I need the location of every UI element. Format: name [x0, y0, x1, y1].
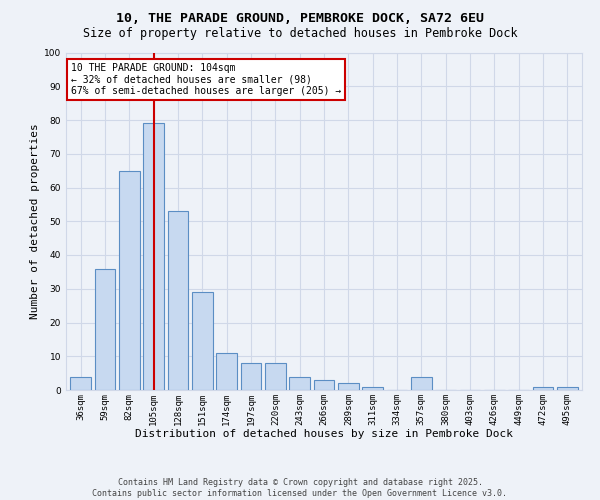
Bar — [241, 363, 262, 390]
Bar — [362, 386, 383, 390]
Bar — [143, 124, 164, 390]
Bar — [167, 211, 188, 390]
Bar — [289, 376, 310, 390]
Text: 10 THE PARADE GROUND: 104sqm
← 32% of detached houses are smaller (98)
67% of se: 10 THE PARADE GROUND: 104sqm ← 32% of de… — [71, 62, 341, 96]
Bar — [557, 386, 578, 390]
Text: Contains HM Land Registry data © Crown copyright and database right 2025.
Contai: Contains HM Land Registry data © Crown c… — [92, 478, 508, 498]
Bar — [192, 292, 212, 390]
Bar — [70, 376, 91, 390]
Text: Size of property relative to detached houses in Pembroke Dock: Size of property relative to detached ho… — [83, 28, 517, 40]
Bar — [314, 380, 334, 390]
Bar — [338, 383, 359, 390]
Text: 10, THE PARADE GROUND, PEMBROKE DOCK, SA72 6EU: 10, THE PARADE GROUND, PEMBROKE DOCK, SA… — [116, 12, 484, 26]
Bar — [411, 376, 432, 390]
Y-axis label: Number of detached properties: Number of detached properties — [30, 124, 40, 319]
Bar — [119, 170, 140, 390]
Bar — [95, 268, 115, 390]
Bar — [216, 353, 237, 390]
Bar — [533, 386, 553, 390]
X-axis label: Distribution of detached houses by size in Pembroke Dock: Distribution of detached houses by size … — [135, 429, 513, 439]
Bar — [265, 363, 286, 390]
